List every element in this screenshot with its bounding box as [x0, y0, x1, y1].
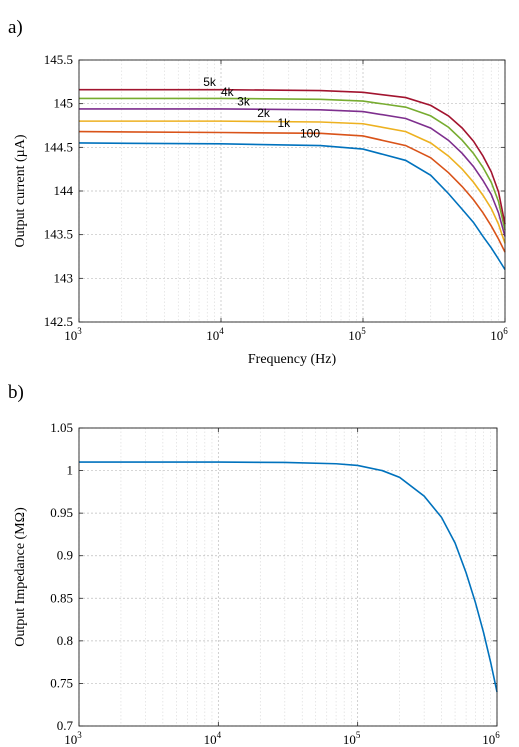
- x-tick-base: 10: [343, 732, 356, 747]
- x-tick-base: 10: [348, 328, 361, 343]
- x-tick-exponent: 3: [77, 730, 82, 740]
- y-tick-label: 0.85: [50, 590, 73, 605]
- x-tick-exponent: 4: [217, 730, 222, 740]
- y-tick-label: 0.9: [57, 548, 73, 563]
- curve-label-5k: 5k: [203, 75, 217, 89]
- y-tick-label: 145.5: [44, 52, 73, 67]
- y-tick-label: 0.95: [50, 505, 73, 520]
- plot-frame: [78, 59, 506, 323]
- y-axis-label: Output current (µA): [13, 134, 28, 247]
- series-line-4k: [79, 97, 506, 231]
- panel-label: b): [8, 382, 24, 403]
- x-tick-label: 105: [348, 326, 366, 343]
- series-line-5k: [79, 88, 506, 225]
- y-axis-label: Output Impedance (MΩ): [13, 507, 28, 647]
- x-tick-label: 104: [204, 730, 222, 747]
- y-tick-label: 142.5: [44, 314, 73, 329]
- curve-label-4k: 4k: [221, 85, 235, 99]
- x-tick-label: 104: [206, 326, 224, 343]
- plot-frame: [78, 427, 498, 727]
- y-tick-label: 0.8: [57, 633, 73, 648]
- y-tick-label: 0.7: [57, 718, 74, 733]
- x-tick-label: 106: [490, 326, 508, 343]
- curve-label-1k: 1k: [278, 116, 292, 130]
- x-tick-base: 10: [482, 732, 495, 747]
- x-tick-label: 103: [64, 326, 82, 343]
- y-tick-label: 144: [54, 183, 74, 198]
- x-tick-exponent: 4: [219, 326, 224, 336]
- x-tick-base: 10: [206, 328, 219, 343]
- x-tick-exponent: 6: [503, 326, 508, 336]
- y-tick-label: 143.5: [44, 227, 73, 242]
- x-tick-base: 10: [204, 732, 217, 747]
- x-tick-label: 103: [64, 730, 82, 747]
- y-tick-label: 0.75: [50, 675, 73, 690]
- x-tick-exponent: 5: [361, 326, 366, 336]
- x-tick-label: 105: [343, 730, 361, 747]
- x-tick-exponent: 5: [356, 730, 361, 740]
- series-line-series-0: [79, 461, 498, 693]
- y-tick-label: 143: [54, 270, 74, 285]
- panel-label: a): [8, 17, 23, 38]
- series-line-2k: [79, 120, 506, 244]
- x-tick-exponent: 3: [77, 326, 82, 336]
- x-axis-label: Frequency (Hz): [248, 352, 337, 367]
- y-tick-label: 145: [54, 96, 74, 111]
- y-tick-label: 1: [67, 463, 74, 478]
- y-tick-label: 1.05: [50, 420, 73, 435]
- x-tick-base: 10: [490, 328, 503, 343]
- series-line-3k: [79, 108, 506, 237]
- curve-label-100: 100: [300, 127, 320, 141]
- series-line-100: [78, 142, 506, 271]
- series-line-1k: [78, 130, 506, 253]
- y-tick-label: 144.5: [44, 139, 73, 154]
- x-tick-base: 10: [64, 328, 77, 343]
- x-tick-exponent: 6: [495, 730, 500, 740]
- curve-label-2k: 2k: [257, 106, 271, 120]
- x-tick-label: 106: [482, 730, 500, 747]
- curve-label-3k: 3k: [237, 94, 251, 108]
- x-tick-base: 10: [64, 732, 77, 747]
